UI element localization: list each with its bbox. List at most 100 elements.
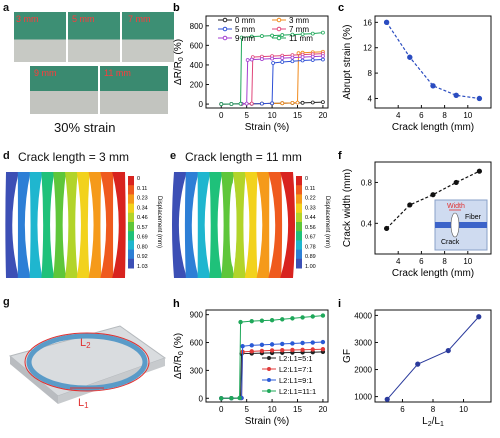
legend-marker [267,389,271,393]
x-tick-label: 10 [268,405,277,414]
plot-frame [374,15,492,109]
contour-band [172,172,187,278]
y-tick-label: 0.8 [361,178,373,187]
contour-band [244,172,258,278]
colorbar-segment [128,222,134,232]
legend-label: 3 mm [289,16,309,25]
crack-gap [229,183,237,267]
colorbar-tick-label: 0.67 [305,235,316,241]
contour-band [5,172,19,278]
inset-crack [450,212,460,238]
data-point [445,347,451,354]
colorbar-segment [296,185,302,195]
colorbar-tick-label: 0.89 [305,254,316,260]
data-point [430,83,436,89]
legend-label: L2:L1=7:1 [279,365,313,374]
y-tick-label: 800 [190,22,204,31]
colorbar-tick-label: 1.00 [305,264,316,270]
data-point [280,33,285,37]
data-point [280,60,285,64]
data-point [229,395,234,401]
colorbar-segment [296,240,302,251]
x-tick-label: 10 [463,257,472,266]
panel-letter-a: a [3,2,10,14]
data-point [290,347,295,353]
data-point [321,100,325,105]
colorbar-segment [128,203,134,214]
photo-3mm [14,12,66,62]
legend-label: 9 mm [235,34,255,43]
data-point [240,344,245,349]
colorbar-segment [128,194,134,205]
inset-width-label: Width [447,203,465,210]
data-point [300,32,305,37]
colorbar-label: Displacement (mm) [156,196,162,248]
colorbar-segment [128,212,134,223]
data-point [270,101,274,106]
data-point [280,56,285,60]
legend-marker [267,378,271,382]
data-point [453,179,459,186]
ring-sensor-illustration: L2 L1 [8,325,167,410]
panel-letter-f: f [338,150,342,162]
data-point [383,225,390,232]
data-point [290,59,295,64]
colorbar-tick-label: 0.92 [137,254,148,260]
data-point [219,102,224,106]
data-point [320,347,326,352]
data-point [269,348,275,353]
y-tick-label: 3000 [354,338,372,347]
colorbar-tick-label: 0.34 [137,205,148,211]
contour-band [233,172,246,278]
panel-d-title: Crack length = 3 mm [18,150,130,164]
plot-frame [205,309,329,403]
x-tick-label: 8 [442,111,447,120]
colorbar-tick-label: 0.44 [305,215,316,221]
panel-letter-e: e [170,150,177,162]
data-point [384,396,390,402]
plot-frame [374,161,492,255]
colorbar-tick-label: 0 [305,176,308,182]
data-point [310,347,315,352]
colorbar-tick-label: 0.80 [137,244,148,250]
data-point [280,101,285,106]
data-point [269,342,275,347]
chart-f: f 4 6 8 10 0.4 0.8 Crack length (mm) Crack width… [338,150,492,279]
legend-marker [276,26,282,32]
data-point [249,349,254,354]
data-point [290,341,295,346]
y-tick-label: 0.4 [361,219,373,228]
data-point [270,33,274,38]
x-tick-label: 6 [400,405,405,414]
contour-band [112,172,126,278]
contour-band [65,172,78,278]
inset-fiber-label: Fiber [465,214,482,221]
photo-9mm [30,66,98,114]
data-point [249,318,254,324]
colorbar-tick-label: 0.78 [305,244,316,250]
y-axis-label: Crack width (mm) [342,169,353,247]
colorbar-segment [128,185,134,195]
x-tick-label: 0 [219,405,224,414]
contour-band [41,172,55,278]
colorbar-tick-label: 0.11 [305,186,315,192]
data-point [290,55,295,60]
data-point [310,58,315,62]
legend-marker [267,356,271,360]
x-tick-label: 0 [219,111,224,120]
ring-outer-marker [24,332,150,392]
data-point [300,315,305,320]
y-axis-label: GF [342,349,353,363]
colorbar-segment [296,176,302,186]
data-point [320,339,326,345]
colorbar-tick-label: 0.46 [137,215,148,221]
panel-letter-h: h [173,298,180,310]
legend-label: 7 mm [289,25,309,34]
colorbar-segment [296,222,302,232]
y-tick-label: 300 [190,366,204,375]
contour-band [100,172,114,278]
x-tick-label: 15 [293,111,302,120]
colorbar-segment [296,203,302,214]
data-point [476,314,482,320]
data-point [310,314,315,319]
